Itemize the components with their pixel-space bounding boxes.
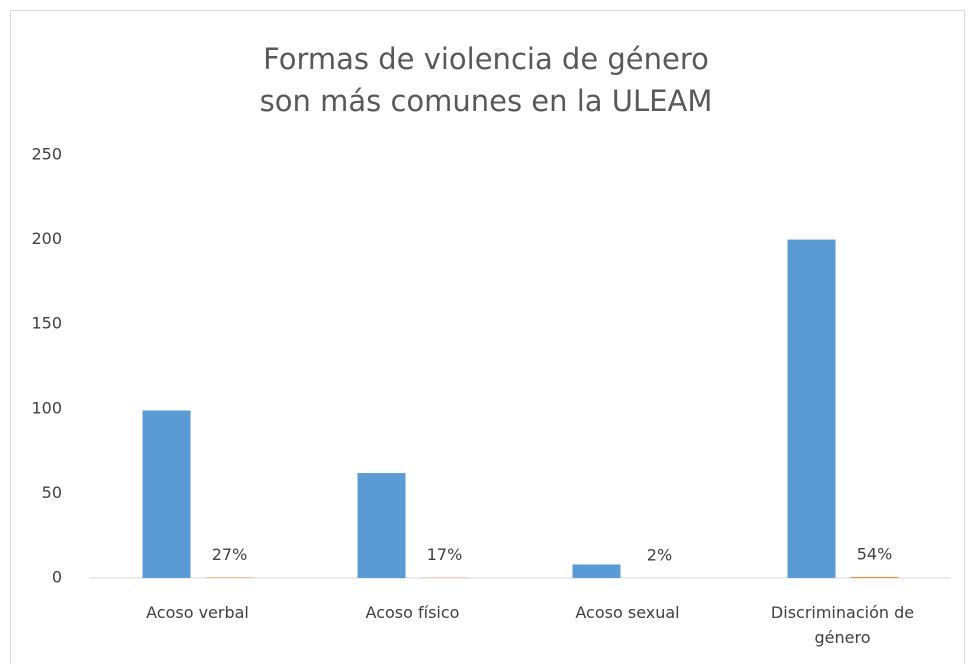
y-tick-label: 250 (31, 145, 62, 164)
bar (357, 473, 406, 578)
y-tick-label: 200 (31, 229, 62, 248)
y-tick-label: 100 (31, 398, 62, 417)
bar (850, 577, 899, 578)
data-label: 17% (427, 545, 463, 564)
data-label: 27% (212, 545, 248, 564)
y-tick-label: 150 (31, 314, 62, 333)
bar (142, 410, 191, 578)
bar (572, 564, 621, 578)
data-label: 2% (647, 545, 672, 564)
x-tick-label: Discriminación de género (770, 603, 915, 647)
chart-title: Formas de violencia de género son más co… (259, 42, 713, 118)
x-tick-label: Acoso verbal (146, 603, 249, 622)
y-tick-label: 0 (52, 568, 62, 587)
chart-border (10, 10, 965, 664)
data-label: 54% (857, 545, 893, 564)
bar (787, 239, 836, 578)
x-tick-label: Acoso físico (365, 603, 460, 622)
y-tick-label: 50 (42, 483, 62, 502)
x-tick-label: Acoso sexual (575, 603, 680, 622)
